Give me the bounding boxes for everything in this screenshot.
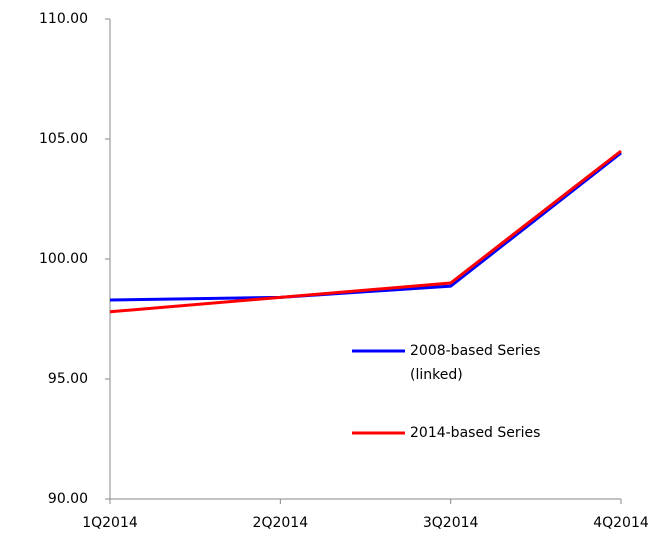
legend-label: 2008-based Series (linked): [410, 343, 541, 383]
series-line: [109, 149, 622, 314]
y-tick-label: 100.00: [39, 251, 88, 267]
y-tick-label: 105.00: [39, 131, 88, 147]
x-tick-label: 3Q2014: [423, 515, 479, 531]
y-tick-label: 110.00: [39, 11, 88, 27]
legend-label: 2014-based Series: [410, 425, 541, 441]
y-tick-label: 90.00: [48, 491, 88, 507]
series-line: [109, 151, 622, 302]
y-tick-label: 95.00: [48, 371, 88, 387]
x-tick-label: 2Q2014: [253, 515, 309, 531]
x-tick-label: 4Q2014: [593, 515, 649, 531]
x-tick-label: 1Q2014: [82, 515, 138, 531]
